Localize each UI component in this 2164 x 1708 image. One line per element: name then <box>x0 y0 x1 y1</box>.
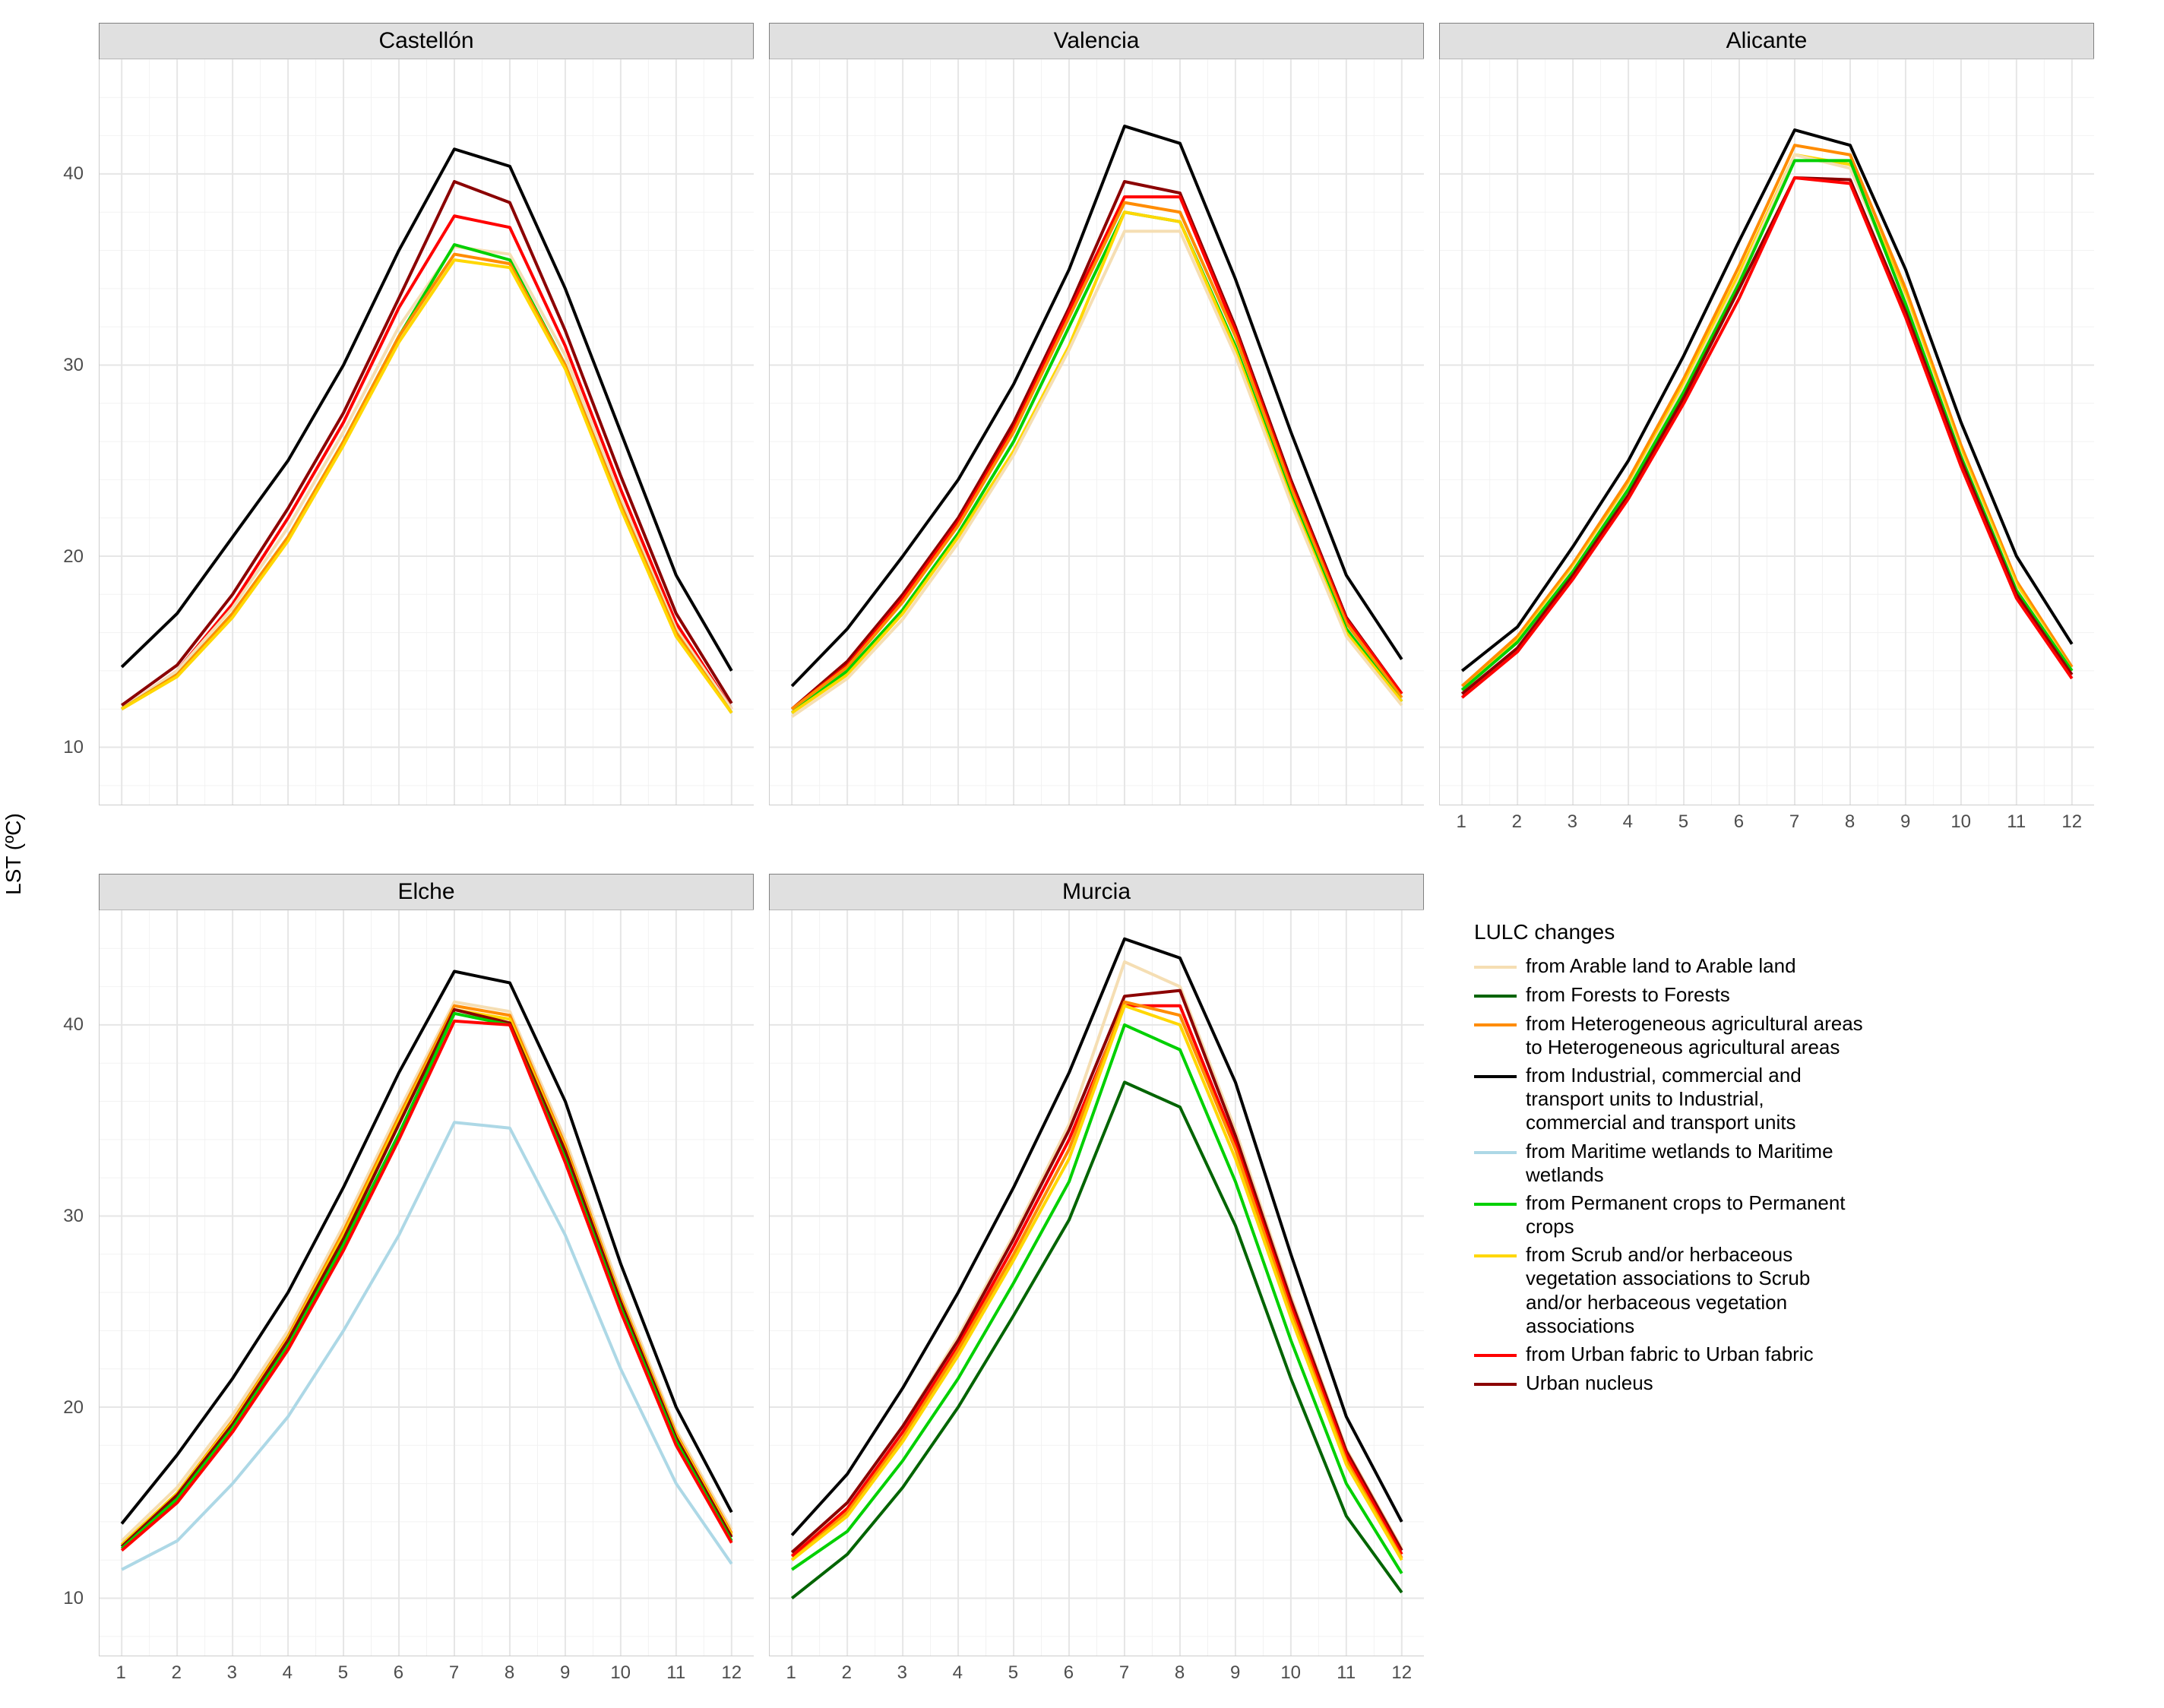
legend-label: Urban nucleus <box>1526 1371 1869 1395</box>
x-tick-label: 2 <box>1512 811 1522 833</box>
y-tick-label: 30 <box>53 355 84 376</box>
y-tick-label: 10 <box>53 737 84 758</box>
y-tick-label: 20 <box>53 546 84 568</box>
legend-swatch <box>1474 1373 1517 1396</box>
legend-item: from Arable land to Arable land <box>1474 954 1869 979</box>
panel: Castellón <box>99 23 754 805</box>
y-tick-label: 40 <box>53 1014 84 1036</box>
legend-label: from Permanent crops to Permanent crops <box>1526 1191 1869 1238</box>
plot-area <box>769 59 1424 805</box>
legend-swatch <box>1474 985 1517 1007</box>
x-tick-label: 12 <box>1391 1662 1412 1684</box>
x-tick-label: 11 <box>1337 1662 1356 1684</box>
legend-swatch <box>1474 1141 1517 1164</box>
legend-label: from Industrial, commercial and transpor… <box>1526 1064 1869 1135</box>
x-tick-label: 12 <box>721 1662 742 1684</box>
legend-item: Urban nucleus <box>1474 1371 1869 1396</box>
legend-swatch <box>1474 1245 1517 1267</box>
x-tick-label: 10 <box>610 1662 631 1684</box>
x-tick-label: 7 <box>1119 1662 1129 1684</box>
x-tick-label: 11 <box>666 1662 685 1684</box>
plot-area <box>99 59 754 805</box>
y-tick-label: 30 <box>53 1206 84 1227</box>
legend-item: from Industrial, commercial and transpor… <box>1474 1064 1869 1135</box>
x-tick-label: 3 <box>897 1662 907 1684</box>
legend-item: from Scrub and/or herbaceous vegetation … <box>1474 1243 1869 1338</box>
x-tick-label: 6 <box>1064 1662 1074 1684</box>
legend-item: from Urban fabric to Urban fabric <box>1474 1343 1869 1367</box>
x-tick-label: 11 <box>2007 811 2026 833</box>
legend-swatch <box>1474 1014 1517 1036</box>
x-tick-label: 1 <box>786 1662 796 1684</box>
x-tick-label: 9 <box>560 1662 570 1684</box>
x-tick-label: 9 <box>1230 1662 1240 1684</box>
y-tick-label: 20 <box>53 1397 84 1419</box>
y-tick-label: 40 <box>53 163 84 185</box>
x-tick-label: 8 <box>1175 1662 1185 1684</box>
x-tick-label: 10 <box>1280 1662 1301 1684</box>
y-tick-label: 10 <box>53 1588 84 1609</box>
plot-area <box>99 910 754 1656</box>
x-tick-label: 10 <box>1950 811 1971 833</box>
x-tick-label: 2 <box>842 1662 852 1684</box>
panel: Murcia <box>769 874 1424 1656</box>
legend-items: from Arable land to Arable land from Fore… <box>1474 954 1869 1396</box>
panel-title: Murcia <box>769 874 1424 910</box>
panel: Valencia <box>769 23 1424 805</box>
panel-title: Elche <box>99 874 754 910</box>
panel-title: Valencia <box>769 23 1424 59</box>
x-tick-label: 5 <box>1678 811 1688 833</box>
legend-item: from Heterogeneous agricultural areas to… <box>1474 1012 1869 1059</box>
panel-title: Castellón <box>99 23 754 59</box>
y-axis-label: LST (ºC) <box>2 813 26 895</box>
x-tick-label: 7 <box>449 1662 459 1684</box>
x-tick-label: 12 <box>2061 811 2082 833</box>
figure: LST (ºC) Castellón Valencia Alicante Elche M… <box>0 0 2164 1708</box>
panel: Alicante <box>1439 23 2094 805</box>
x-tick-label: 5 <box>1008 1662 1018 1684</box>
legend-swatch <box>1474 956 1517 979</box>
legend: LULC changes from Arable land to Arable … <box>1474 919 1869 1400</box>
legend-swatch <box>1474 1344 1517 1367</box>
panel: Elche <box>99 874 754 1656</box>
x-tick-label: 4 <box>1623 811 1633 833</box>
x-tick-label: 1 <box>1457 811 1466 833</box>
x-tick-label: 1 <box>116 1662 126 1684</box>
x-tick-label: 2 <box>172 1662 182 1684</box>
legend-label: from Heterogeneous agricultural areas to… <box>1526 1012 1869 1059</box>
x-tick-label: 7 <box>1789 811 1799 833</box>
x-tick-label: 4 <box>953 1662 963 1684</box>
x-tick-label: 6 <box>1734 811 1744 833</box>
x-tick-label: 8 <box>1845 811 1855 833</box>
legend-swatch <box>1474 1065 1517 1088</box>
legend-title: LULC changes <box>1474 919 1869 945</box>
x-tick-label: 5 <box>338 1662 348 1684</box>
legend-item: from Forests to Forests <box>1474 983 1869 1007</box>
legend-label: from Forests to Forests <box>1526 983 1869 1007</box>
legend-label: from Maritime wetlands to Maritime wetla… <box>1526 1140 1869 1187</box>
x-tick-label: 4 <box>283 1662 293 1684</box>
x-tick-label: 9 <box>1900 811 1910 833</box>
x-tick-label: 6 <box>394 1662 403 1684</box>
legend-label: from Scrub and/or herbaceous vegetation … <box>1526 1243 1869 1338</box>
panel-title: Alicante <box>1439 23 2094 59</box>
plot-area <box>1439 59 2094 805</box>
legend-label: from Urban fabric to Urban fabric <box>1526 1343 1869 1366</box>
legend-item: from Maritime wetlands to Maritime wetla… <box>1474 1140 1869 1187</box>
x-tick-label: 3 <box>1568 811 1577 833</box>
plot-area <box>769 910 1424 1656</box>
legend-swatch <box>1474 1193 1517 1216</box>
legend-item: from Permanent crops to Permanent crops <box>1474 1191 1869 1238</box>
legend-label: from Arable land to Arable land <box>1526 954 1869 978</box>
x-tick-label: 8 <box>505 1662 514 1684</box>
x-tick-label: 3 <box>227 1662 237 1684</box>
